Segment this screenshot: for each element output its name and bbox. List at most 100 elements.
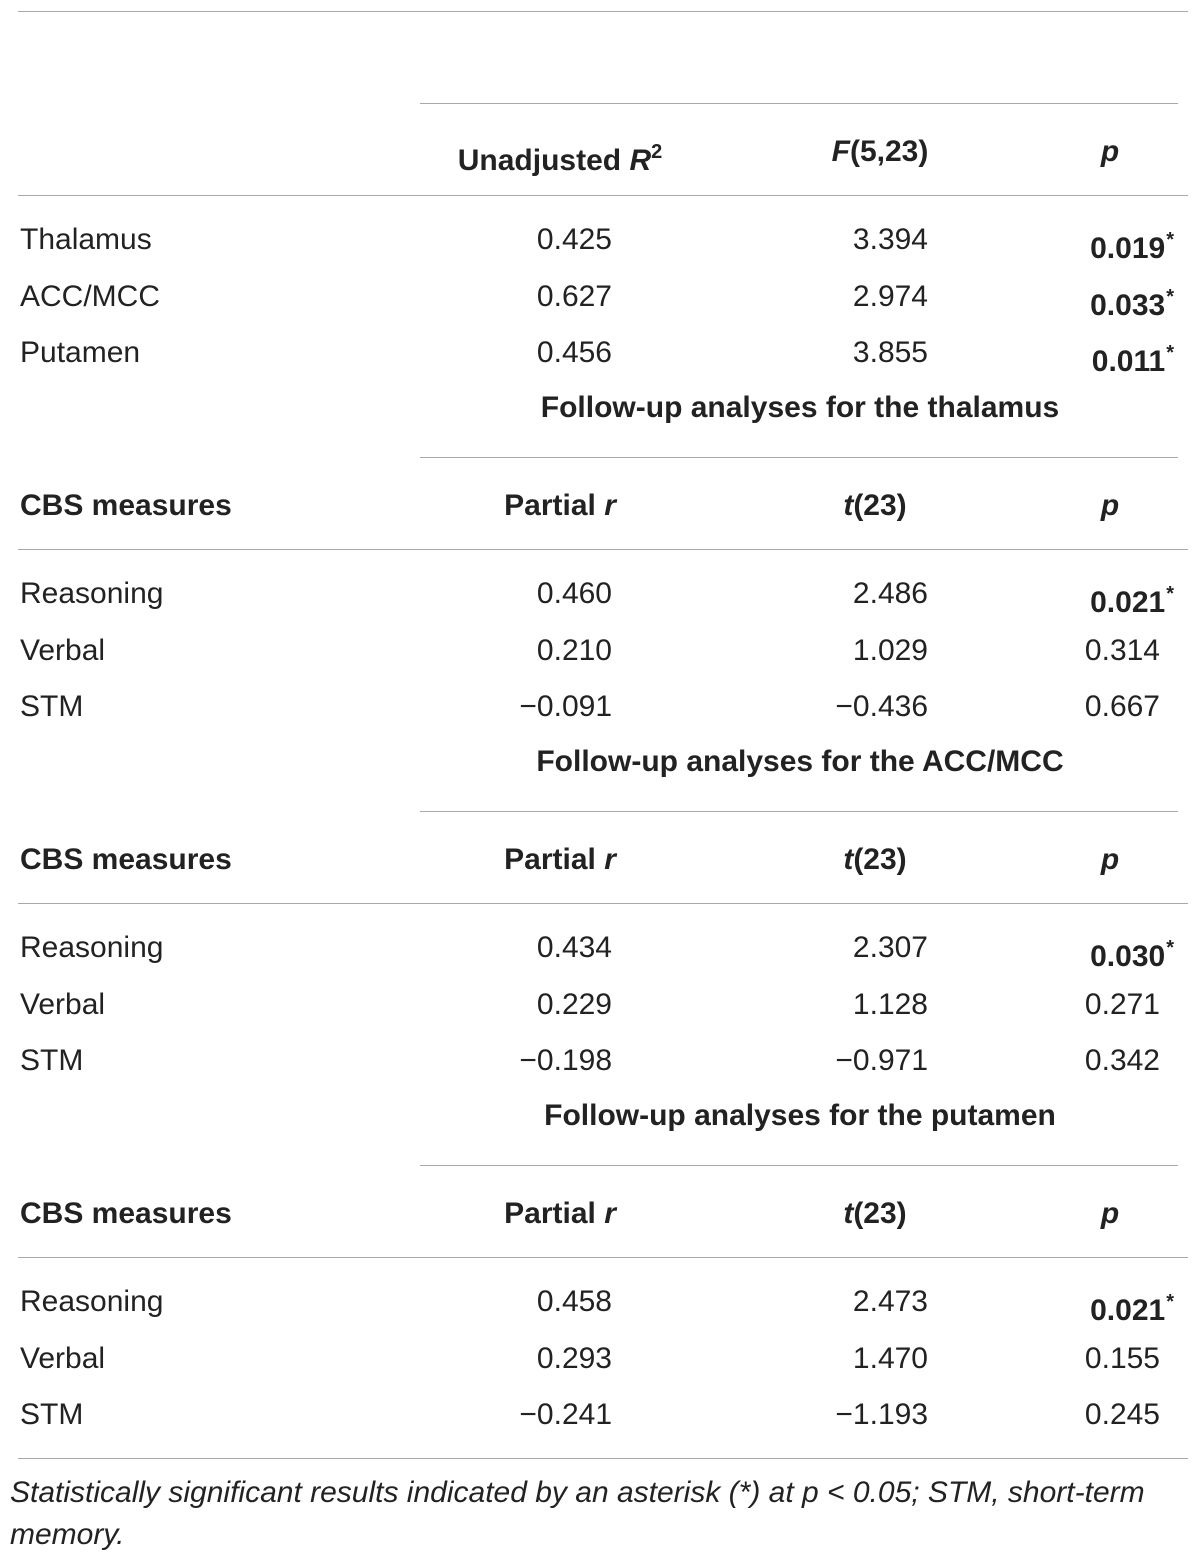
top-rule (18, 11, 1188, 12)
cell-t: 1.128 (852, 987, 928, 1021)
col-header-t: t(23) (790, 842, 960, 878)
cell-p-value: 0.155 (1084, 1341, 1160, 1375)
col-header-measure: CBS measures (20, 489, 232, 522)
col-header-r-label: Partial (504, 843, 605, 876)
cell-p-value: 0.019 (1090, 232, 1166, 265)
cell-p: 0.314 (1004, 633, 1174, 669)
col-header-partial-r: Partial r (460, 1196, 660, 1232)
cell-p-value: 0.245 (1084, 1398, 1160, 1431)
cell-p: 0.021* (1004, 576, 1174, 621)
row-label: Verbal (20, 987, 106, 1021)
table-footnote: Statistically significant results indica… (10, 1476, 1145, 1551)
cell-partial-r: −0.198 (519, 1044, 612, 1077)
cell-p: 0.019* (1004, 222, 1174, 267)
section-title-followup: Follow-up analyses for the putamen (544, 1099, 1056, 1132)
row-label: STM (20, 1044, 84, 1077)
cell-t: 1.029 (852, 633, 928, 667)
row-label: Verbal (20, 633, 106, 667)
col-header-r-var: r (604, 1197, 616, 1230)
significance-asterisk: * (1166, 229, 1174, 251)
row-label: Verbal (20, 1341, 106, 1375)
cell-t: 2.473 (852, 1285, 928, 1318)
col-header-t-var: t (843, 1197, 854, 1230)
cell-p: 0.021* (1004, 1284, 1174, 1329)
section-title-followup: Follow-up analyses for the ACC/MCC (536, 745, 1064, 778)
section-rule-followup (420, 811, 1178, 812)
bottom-rule (18, 1458, 1188, 1459)
cell-partial-r: 0.210 (536, 633, 612, 667)
header-rule-followup (18, 903, 1188, 904)
row-label: STM (20, 1398, 84, 1431)
col-header-t: t(23) (790, 1196, 960, 1232)
cell-partial-r: 0.460 (536, 577, 612, 610)
section-rule-followup (420, 1165, 1178, 1166)
cell-f: 3.855 (852, 336, 928, 369)
section-rule-overall (420, 103, 1178, 104)
cell-t: −0.971 (835, 1044, 928, 1077)
col-header-f-df: (5,23) (849, 135, 929, 168)
cell-p: 0.011* (1004, 335, 1174, 380)
col-header-r-label: Partial (504, 1197, 605, 1230)
col-header-p-var: p (1100, 1197, 1120, 1230)
cell-p-value: 0.030 (1090, 940, 1166, 973)
col-header-t: t(23) (790, 488, 960, 524)
cell-partial-r: −0.091 (519, 690, 612, 723)
col-header-f: F(5,23) (790, 134, 970, 170)
col-header-t-df: (23) (853, 843, 907, 876)
row-label: Thalamus (20, 223, 152, 256)
row-label: Reasoning (20, 1285, 164, 1318)
cell-r2: 0.425 (536, 223, 612, 256)
col-header-p-var: p (1100, 489, 1120, 522)
cell-t: 1.470 (852, 1341, 928, 1375)
col-header-p-var: p (1100, 135, 1120, 168)
col-header-r-label: Partial (504, 489, 605, 522)
col-header-p-var: p (1100, 843, 1120, 876)
row-label: Putamen (20, 336, 141, 369)
col-header-f-var: F (831, 135, 850, 168)
col-header-r2: Unadjusted R2 (430, 134, 690, 179)
cell-p: 0.155 (1004, 1341, 1174, 1377)
cell-p-value: 0.021 (1090, 586, 1166, 619)
significance-asterisk: * (1166, 583, 1174, 605)
col-header-measure: CBS measures (20, 843, 232, 876)
cell-p: 0.030* (1004, 930, 1174, 975)
section-rule-followup (420, 457, 1178, 458)
cell-t: −0.436 (835, 690, 928, 723)
col-header-r-var: r (604, 843, 616, 876)
col-header-p: p (1060, 488, 1160, 524)
cell-t: 2.486 (852, 577, 928, 610)
cell-p-value: 0.033 (1090, 288, 1166, 322)
cell-r2: 0.456 (536, 336, 612, 369)
cell-t: −1.193 (835, 1398, 928, 1431)
cell-p: 0.033* (1004, 279, 1174, 324)
col-header-p: p (1060, 134, 1160, 170)
row-label: ACC/MCC (20, 279, 160, 313)
significance-asterisk: * (1166, 937, 1174, 959)
significance-asterisk: * (1166, 342, 1174, 364)
cell-p-value: 0.021 (1090, 1294, 1166, 1327)
header-rule-overall (18, 195, 1188, 196)
cell-p-value: 0.342 (1084, 1044, 1160, 1077)
cell-p: 0.245 (1004, 1397, 1174, 1433)
col-header-t-var: t (843, 843, 854, 876)
col-header-t-var: t (843, 489, 854, 522)
row-label: STM (20, 690, 84, 723)
row-label: Reasoning (20, 577, 164, 610)
col-header-partial-r: Partial r (460, 488, 660, 524)
header-rule-followup (18, 549, 1188, 550)
cell-f: 3.394 (852, 223, 928, 256)
col-header-r2-label: Unadjusted (457, 144, 630, 177)
col-header-t-df: (23) (853, 489, 907, 522)
cell-p-value: 0.314 (1084, 633, 1160, 667)
col-header-r2-sup: 2 (651, 141, 663, 163)
col-header-r2-var: R (629, 144, 652, 177)
cell-p-value: 0.011 (1091, 345, 1166, 378)
row-label: Reasoning (20, 931, 164, 964)
col-header-p: p (1060, 842, 1160, 878)
cell-partial-r: −0.241 (519, 1398, 612, 1431)
cell-r2: 0.627 (536, 279, 612, 313)
cell-p-value: 0.667 (1084, 690, 1160, 723)
section-title-followup: Follow-up analyses for the thalamus (540, 391, 1060, 424)
cell-p: 0.342 (1004, 1043, 1174, 1079)
cell-f: 2.974 (852, 279, 928, 313)
